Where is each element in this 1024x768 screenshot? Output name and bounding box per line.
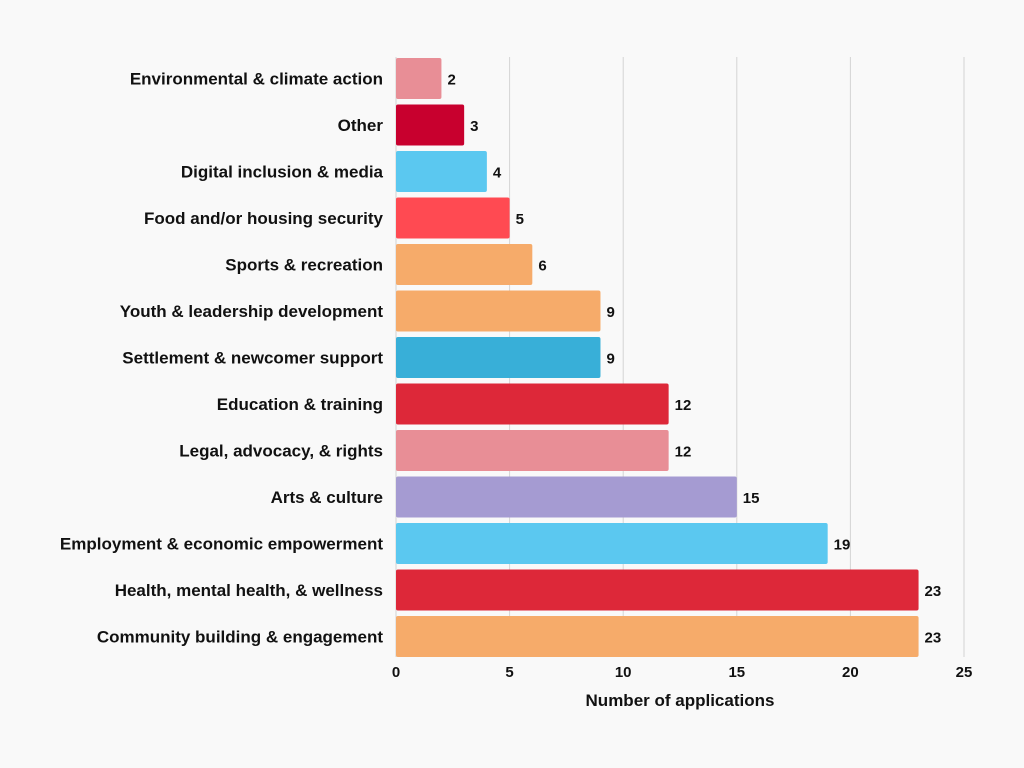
bars (396, 58, 919, 657)
value-label: 15 (743, 490, 760, 507)
value-label: 2 (447, 72, 455, 89)
bar (396, 104, 465, 146)
bar (396, 383, 669, 425)
category-label: Education & training (217, 395, 383, 414)
value-label: 23 (925, 583, 942, 600)
value-label: 23 (925, 630, 942, 647)
value-label: 9 (606, 304, 614, 321)
x-tick-label: 20 (842, 664, 859, 681)
x-tick-label: 10 (615, 664, 632, 681)
bar (396, 430, 669, 471)
bar (396, 476, 737, 518)
category-label: Health, mental health, & wellness (115, 581, 383, 600)
value-label: 5 (516, 211, 524, 228)
category-label: Legal, advocacy, & rights (179, 442, 383, 461)
bar (396, 523, 828, 564)
category-label: Employment & economic empowerment (60, 535, 383, 554)
category-label: Sports & recreation (225, 256, 383, 275)
x-axis-title: Number of applications (586, 691, 775, 710)
category-label: Settlement & newcomer support (122, 349, 383, 368)
category-label: Digital inclusion & media (181, 163, 384, 182)
bar (396, 616, 919, 657)
bar (396, 58, 442, 99)
bar (396, 569, 919, 611)
value-label: 12 (675, 444, 692, 461)
value-label: 4 (493, 165, 502, 182)
category-label: Youth & leadership development (120, 302, 384, 321)
bar (396, 151, 487, 192)
bar (396, 244, 533, 285)
value-label: 19 (834, 537, 851, 554)
category-label: Food and/or housing security (144, 209, 384, 228)
x-tick-label: 15 (728, 664, 745, 681)
category-label: Other (338, 116, 384, 135)
value-label: 3 (470, 118, 478, 135)
category-label: Arts & culture (271, 488, 383, 507)
x-tick-label: 0 (392, 664, 400, 681)
bar (396, 290, 601, 332)
category-label: Environmental & climate action (130, 70, 383, 89)
value-label: 9 (606, 351, 614, 368)
bar (396, 337, 601, 378)
category-labels: Environmental & climate action Other Digit… (60, 70, 384, 647)
value-label: 6 (538, 258, 546, 275)
category-label: Community building & engagement (97, 628, 384, 647)
x-tick-label: 5 (505, 664, 513, 681)
bar (396, 197, 510, 239)
x-tick-labels: 0 5 10 15 20 25 (392, 664, 973, 681)
x-tick-label: 25 (956, 664, 973, 681)
value-label: 12 (675, 397, 692, 414)
